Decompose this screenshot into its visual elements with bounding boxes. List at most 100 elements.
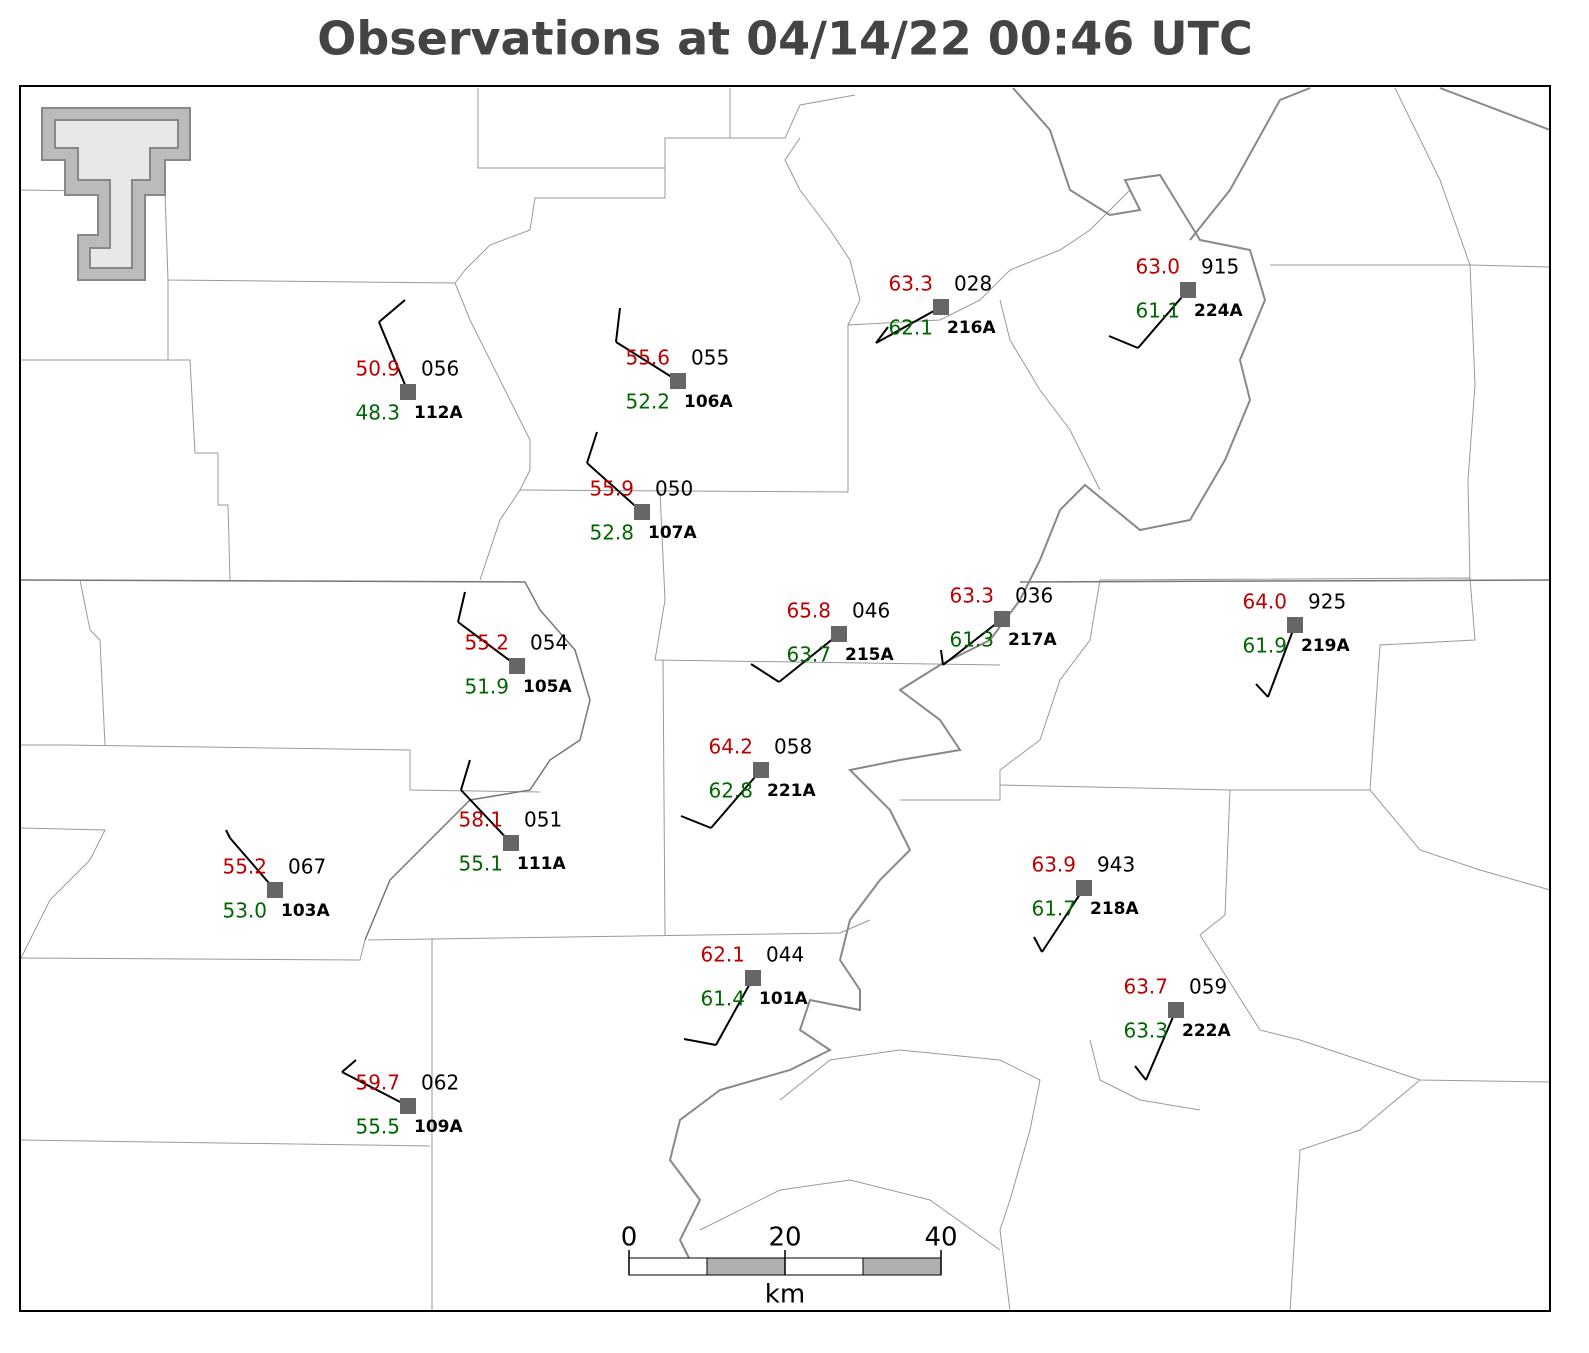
- wind-barb-flag: [460, 759, 471, 791]
- station-marker: [400, 1098, 416, 1114]
- wind-barb-flag: [378, 299, 406, 323]
- scale-unit: km: [765, 1280, 805, 1310]
- station-id: 216A: [947, 318, 996, 338]
- wind-barb: [710, 769, 762, 829]
- station-marker: [831, 626, 847, 642]
- station-id: 221A: [767, 781, 816, 801]
- title: Observations at 04/14/22 00:46 UTC: [317, 12, 1252, 66]
- wind-barb-flag: [1134, 1065, 1147, 1081]
- dewpoint: 51.9: [464, 675, 509, 699]
- dewpoint: 61.9: [1242, 634, 1287, 658]
- wind-barb-flag: [750, 663, 780, 683]
- stations: 50.9 056 48.3 112A 55.6 055 52.2 106A 55.9 050 52.…: [222, 255, 1350, 1139]
- dewpoint: 62.8: [708, 779, 753, 803]
- wind-barb: [942, 618, 1003, 666]
- logo: [41, 107, 191, 281]
- station-marker: [1287, 617, 1303, 633]
- station-marker: [1168, 1002, 1184, 1018]
- pressure: 028: [954, 272, 992, 296]
- scale-bar: 0 20 40 km: [621, 1223, 958, 1310]
- wind-barb-flag: [341, 1059, 357, 1073]
- pressure: 050: [655, 477, 693, 501]
- temperature: 50.9: [355, 357, 400, 381]
- station-id: 219A: [1301, 636, 1350, 656]
- wind-barb: [457, 621, 518, 667]
- dewpoint: 63.3: [1123, 1019, 1168, 1043]
- wind-barb-flag: [680, 815, 712, 829]
- station-marker: [745, 970, 761, 986]
- pressure: 036: [1015, 584, 1053, 608]
- temperature: 65.8: [786, 599, 831, 623]
- station-id: 103A: [281, 901, 330, 921]
- temperature: 64.0: [1242, 590, 1287, 614]
- station-marker: [503, 835, 519, 851]
- pressure: 059: [1189, 975, 1227, 999]
- wind-barb: [1041, 887, 1085, 953]
- temperature: 63.7: [1123, 975, 1168, 999]
- station-marker: [670, 373, 686, 389]
- wind-barb-flag: [225, 829, 231, 839]
- scale-segment: [706, 1257, 786, 1276]
- frame: [19, 85, 1551, 1312]
- wind-barb: [1145, 1009, 1177, 1081]
- station-marker: [994, 611, 1010, 627]
- temperature: 63.3: [888, 272, 933, 296]
- temperature: 55.2: [222, 855, 267, 879]
- dewpoint: 61.7: [1031, 897, 1076, 921]
- dewpoint: 52.8: [589, 521, 634, 545]
- station-marker: [267, 882, 283, 898]
- station-marker: [509, 658, 525, 674]
- station-id: 215A: [845, 645, 894, 665]
- dewpoint: 55.5: [355, 1115, 400, 1139]
- temperature: 55.9: [589, 477, 634, 501]
- temperature: 58.1: [458, 808, 503, 832]
- temperature: 63.3: [949, 584, 994, 608]
- scale-label: 0: [621, 1223, 638, 1253]
- pressure: 046: [852, 599, 890, 623]
- wind-barb-flag: [683, 1038, 717, 1046]
- station-marker: [634, 504, 650, 520]
- station-id: 106A: [684, 392, 733, 412]
- dewpoint: 53.0: [222, 899, 267, 923]
- dewpoint: 52.2: [625, 390, 670, 414]
- temperature: 63.0: [1135, 255, 1180, 279]
- wind-barb: [778, 633, 840, 683]
- temperature: 59.7: [355, 1071, 400, 1095]
- pressure: 943: [1097, 853, 1135, 877]
- wind-barb: [378, 321, 409, 393]
- wind-barb-flag: [615, 307, 621, 343]
- dewpoint: 63.7: [786, 643, 831, 667]
- temperature: 64.2: [708, 735, 753, 759]
- dewpoint: 55.1: [458, 852, 503, 876]
- station-marker: [1076, 880, 1092, 896]
- pressure: 915: [1201, 255, 1239, 279]
- pressure: 067: [288, 855, 326, 879]
- wind-barb: [875, 306, 942, 344]
- station-id: 222A: [1182, 1021, 1231, 1041]
- wind-barb: [341, 1071, 409, 1107]
- station-id: 111A: [517, 854, 566, 874]
- temperature: 55.6: [625, 346, 670, 370]
- scale-label: 20: [768, 1223, 801, 1253]
- pressure: 051: [524, 808, 562, 832]
- wind-barb-flag: [1255, 683, 1269, 698]
- station-id: 224A: [1194, 301, 1243, 321]
- temperature: 62.1: [700, 943, 745, 967]
- pressure: 058: [774, 735, 812, 759]
- station-marker: [753, 762, 769, 778]
- station-marker: [1180, 282, 1196, 298]
- station-id: 101A: [759, 989, 808, 1009]
- pressure: 055: [691, 346, 729, 370]
- station-id: 107A: [648, 523, 697, 543]
- pressure: 056: [421, 357, 459, 381]
- dewpoint: 61.4: [700, 987, 745, 1011]
- station-id: 105A: [523, 677, 572, 697]
- wind-barb-flag: [1108, 335, 1139, 349]
- wind-barb: [229, 837, 276, 891]
- station-id: 112A: [414, 403, 463, 423]
- scale-label: 40: [924, 1223, 957, 1253]
- wind-barb: [1267, 624, 1296, 698]
- boundaries: [19, 87, 1551, 1312]
